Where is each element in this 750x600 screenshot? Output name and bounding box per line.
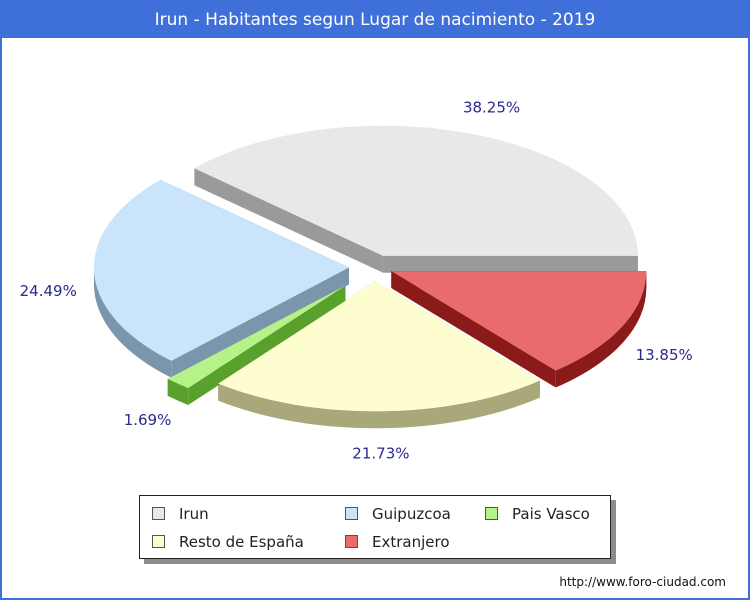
pie-label-guipuzcoa: 24.49%	[20, 282, 77, 300]
pie-slice-resto-de-espana[interactable]	[218, 281, 540, 412]
pie-side-resto-de-espana	[218, 380, 540, 429]
legend-label-irun: Irun	[179, 505, 209, 523]
legend-label-pais-vasco: Pais Vasco	[512, 505, 590, 523]
legend-item-pais-vasco: Pais Vasco	[485, 504, 590, 524]
legend-item-guipuzcoa: Guipuzcoa	[345, 504, 451, 524]
pie-wall-irun-0	[194, 168, 383, 273]
legend-label-guipuzcoa: Guipuzcoa	[372, 505, 451, 523]
pie-chart: 38.25% 13.85% 21.73% 1.69% 24.49%	[20, 99, 693, 463]
pie-side-pais-vasco	[167, 378, 189, 405]
legend-label-extranjero: Extranjero	[372, 533, 450, 551]
pie-label-resto-de-espana: 21.73%	[352, 445, 409, 463]
pie-label-pais-vasco: 1.69%	[124, 411, 172, 429]
pie-slice-pais-vasco[interactable]	[167, 285, 346, 388]
pie-wall-extranjero-1	[391, 271, 556, 388]
pie-wall-guipuzcoa-0	[171, 267, 350, 378]
chart-title: Irun - Habitantes segun Lugar de nacimie…	[2, 2, 748, 38]
pie-slice-extranjero[interactable]	[391, 271, 647, 371]
legend: Irun Guipuzcoa Pais Vasco Resto de Españ…	[139, 495, 611, 559]
pie-label-extranjero: 13.85%	[636, 346, 693, 364]
legend-swatch-pais-vasco	[485, 507, 498, 520]
pie-wall-irun-1	[382, 255, 638, 273]
legend-item-extranjero: Extranjero	[345, 532, 450, 552]
pie-label-irun: 38.25%	[463, 99, 520, 117]
legend-item-irun: Irun	[152, 504, 209, 524]
footer-url[interactable]: http://www.foro-ciudad.com	[559, 575, 726, 589]
pie-slice-guipuzcoa[interactable]	[94, 179, 350, 361]
pie-slice-irun[interactable]	[194, 125, 638, 256]
legend-swatch-irun	[152, 507, 165, 520]
legend-swatch-extranjero	[345, 535, 358, 548]
pie-side-extranjero	[555, 271, 647, 388]
pie-tops	[94, 125, 647, 412]
pie-side-guipuzcoa	[94, 267, 172, 378]
legend-swatch-resto-de-espana	[152, 535, 165, 548]
pie-labels: 38.25% 13.85% 21.73% 1.69% 24.49%	[20, 99, 693, 463]
legend-item-resto-de-espana: Resto de España	[152, 532, 304, 552]
legend-label-resto-de-espana: Resto de España	[179, 533, 304, 551]
legend-swatch-guipuzcoa	[345, 507, 358, 520]
